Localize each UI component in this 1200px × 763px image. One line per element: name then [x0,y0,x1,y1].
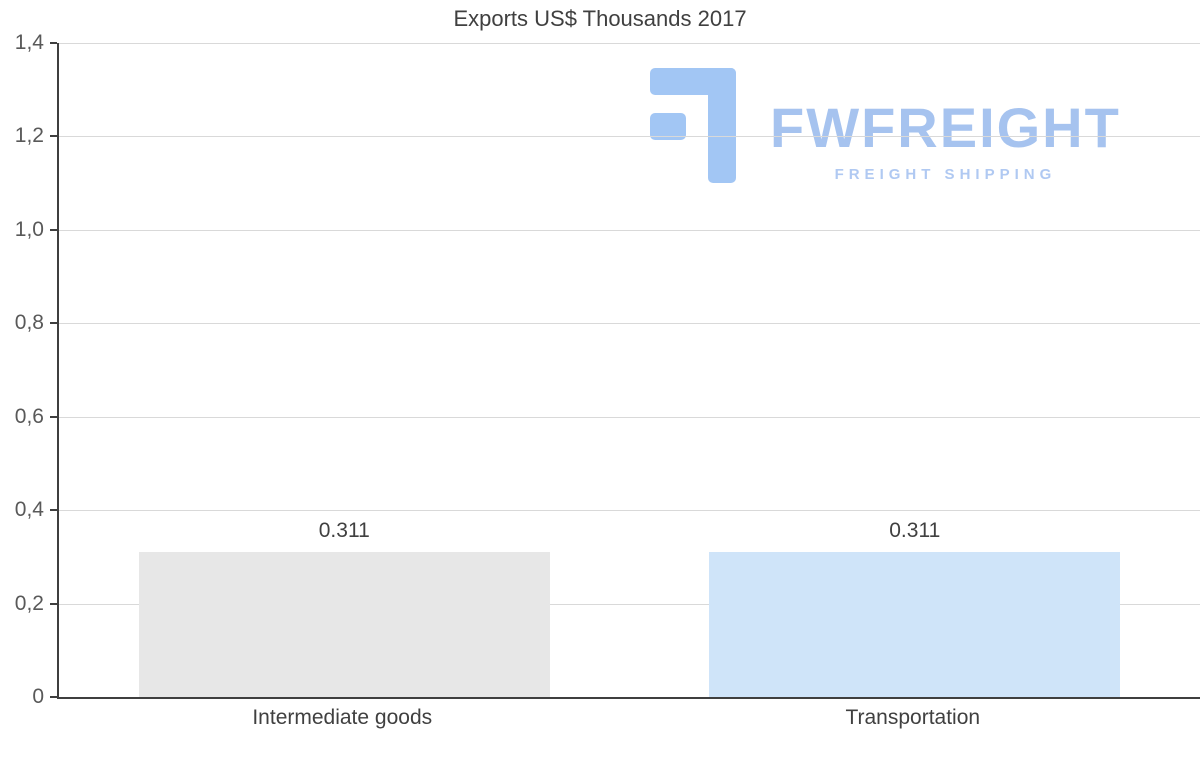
gridline [59,229,1200,231]
y-tick-label: 0,2 [14,591,44,615]
bar-value-label: 0.311 [889,518,941,542]
y-tick-label: 1,0 [14,217,44,241]
bar-transportation [709,551,1121,697]
gridline [59,603,1200,605]
gridline [59,510,1200,512]
gridline [59,323,1200,325]
y-axis-tick [50,135,57,138]
y-tick-label: 1,2 [14,124,44,148]
gridline [59,136,1200,138]
bar-group-intermediate-goods: 0.311 [59,43,630,697]
chart-title: Exports US$ Thousands 2017 [453,6,747,31]
gridline [59,43,1200,44]
y-axis-tick [50,228,57,231]
bar-intermediate-goods [138,551,550,697]
y-axis-labels: 0 0,2 0,4 0,6 0,8 1,0 1,2 1,4 [0,31,44,708]
y-tick-label: 1,4 [14,31,44,54]
x-label-transportation: Transportation [845,706,981,729]
bar-group-transportation: 0.311 [630,43,1200,697]
y-axis-tick [50,696,57,698]
y-tick-label: 0,4 [14,498,44,522]
y-axis-tick [50,415,57,418]
gridlines [50,42,1200,698]
y-tick-label: 0,6 [14,404,44,428]
y-tick-label: 0,8 [14,311,44,335]
y-axis-tick [50,322,57,325]
y-axis-tick [50,602,57,605]
x-label-intermediate-goods: Intermediate goods [252,706,433,729]
y-axis-tick [50,42,57,44]
y-tick-label: 0 [32,685,44,708]
plot-area: 0.311 0.311 [50,42,1200,699]
y-axis-tick [50,509,57,512]
x-axis-labels: Intermediate goods Transportation [57,706,1198,730]
bars-row: 0.311 0.311 [59,43,1200,697]
bar-value-label: 0.311 [318,518,370,542]
gridline [59,416,1200,418]
